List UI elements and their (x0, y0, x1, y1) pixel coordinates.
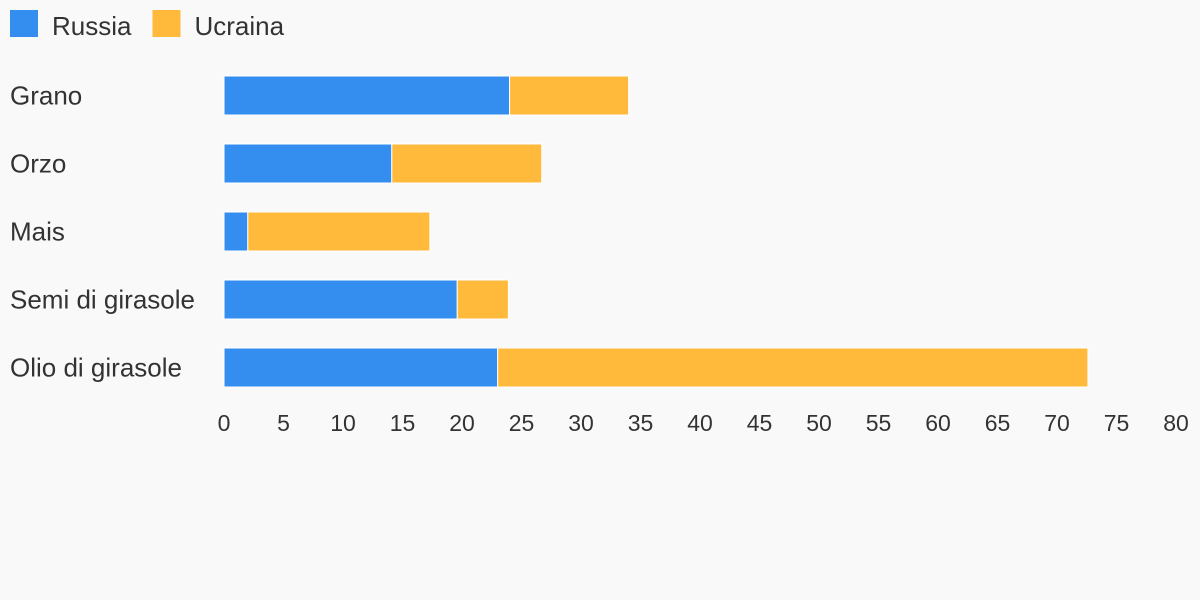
bar-russia-1 (223, 75, 511, 116)
x-tick-label: 5 (277, 410, 290, 436)
category-label: Mais (10, 217, 65, 247)
x-tick-label: 25 (509, 410, 535, 436)
category-label: Orzo (10, 149, 66, 179)
x-tick-label: 55 (866, 410, 892, 436)
x-tick-label: 75 (1104, 410, 1130, 436)
legend-item: Russia (10, 10, 132, 41)
x-tick-label: 10 (330, 410, 356, 436)
legend: Russia Ucraina (10, 10, 285, 41)
bar-russia-5 (223, 347, 499, 388)
legend-label: Russia (52, 11, 132, 41)
x-tick-label: 50 (806, 410, 832, 436)
x-axis: 0 5 10 15 20 25 30 35 40 45 50 55 60 65 70 75 80 (218, 410, 1189, 436)
x-tick-label: 15 (390, 410, 416, 436)
bar-ucraina-4 (456, 279, 509, 320)
bar-ucraina-5 (497, 347, 1089, 388)
x-tick-label: 65 (985, 410, 1011, 436)
legend-label: Ucraina (194, 11, 284, 41)
x-tick-label: 20 (449, 410, 475, 436)
x-tick-label: 80 (1163, 410, 1189, 436)
x-tick-label: 40 (687, 410, 713, 436)
legend-item: Ucraina (152, 10, 285, 41)
x-tick-label: 60 (925, 410, 951, 436)
x-tick-label: 35 (628, 410, 654, 436)
category-label: Grano (10, 81, 82, 111)
bar-russia-4 (223, 279, 458, 320)
bar-russia-2 (223, 143, 393, 184)
bars (223, 75, 1089, 388)
category-label: Semi di girasole (10, 285, 195, 315)
bar-ucraina-1 (509, 75, 630, 116)
legend-swatch (152, 10, 181, 37)
x-tick-label: 70 (1044, 410, 1070, 436)
bar-ucraina-2 (391, 143, 543, 184)
x-tick-label: 0 (218, 410, 231, 436)
x-tick-label: 45 (747, 410, 773, 436)
x-tick-label: 30 (568, 410, 594, 436)
category-labels: Grano Orzo Mais Semi di girasole Olio di gir… (10, 81, 195, 383)
bar-ucraina-3 (247, 211, 431, 252)
category-label: Olio di girasole (10, 353, 182, 383)
legend-swatch (10, 10, 38, 37)
bar-russia-3 (223, 211, 249, 252)
